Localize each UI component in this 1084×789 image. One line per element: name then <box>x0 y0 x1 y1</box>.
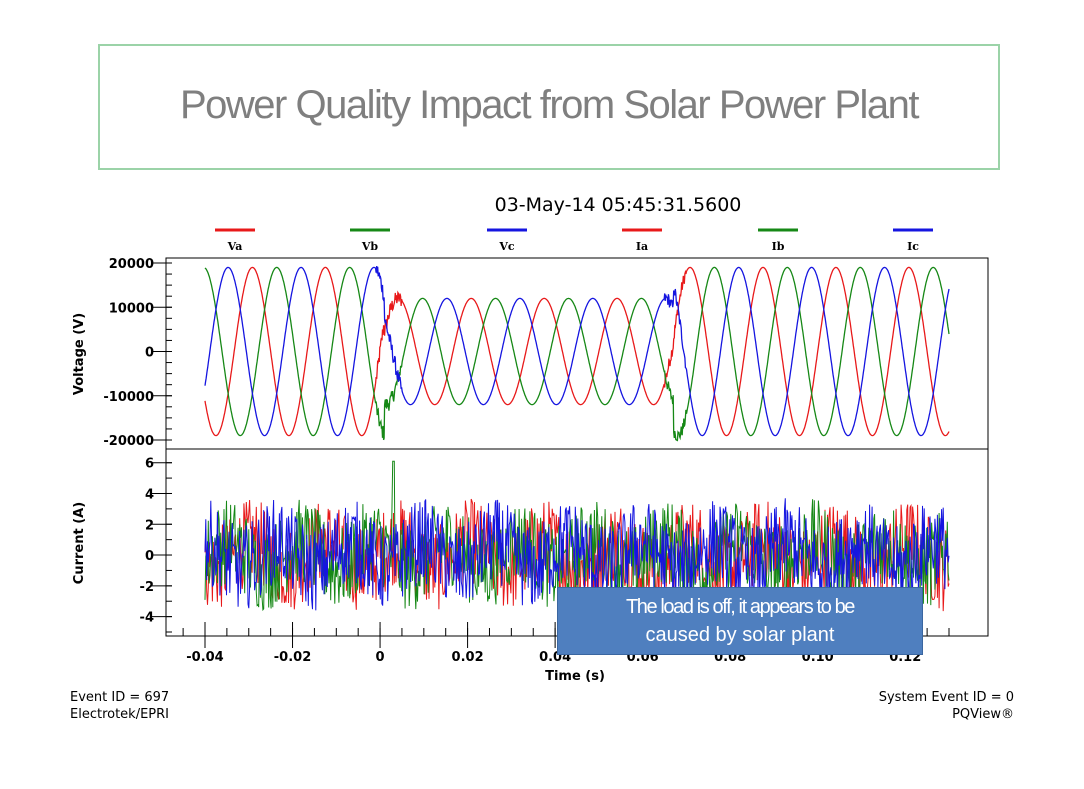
annotation-line-2: caused by solar plant <box>645 624 835 646</box>
voltage-series-group <box>204 265 950 442</box>
series-line-va <box>204 266 950 437</box>
title-box: Power Quality Impact from Solar Power Pl… <box>98 44 1000 170</box>
series-line-ib <box>204 460 950 612</box>
voltage-tick-label: -10000 <box>103 390 154 405</box>
legend-label-vb: Vb <box>361 240 379 253</box>
voltage-tick-label: 20000 <box>109 257 154 272</box>
annotation-line-1: The load is off, it appears to be <box>625 596 855 618</box>
annotation-callout: The load is off, it appears to be caused… <box>557 587 923 655</box>
x-tick-label: 0.02 <box>452 650 484 665</box>
legend-label-ia: Ia <box>636 240 648 253</box>
current-tick-label: 6 <box>145 457 154 472</box>
legend: Va Vb Vc Ia Ib Ic <box>215 228 933 253</box>
slide-title: Power Quality Impact from Solar Power Pl… <box>179 82 920 127</box>
product-label: PQView® <box>952 707 1014 722</box>
series-line-ic <box>204 498 950 612</box>
current-series-group <box>204 460 950 612</box>
series-line-vb <box>204 266 950 442</box>
x-axis-label: Time (s) <box>545 669 605 684</box>
legend-label-va: Va <box>227 240 243 253</box>
voltage-y-label: Voltage (V) <box>72 313 87 395</box>
chart-title: 03-May-14 05:45:31.5600 <box>495 194 742 216</box>
system-event-id: System Event ID = 0 <box>878 690 1014 705</box>
x-tick-label: -0.04 <box>186 650 223 665</box>
legend-label-vc: Vc <box>498 240 515 253</box>
current-axis: 6 4 2 0 -2 -4 <box>140 457 172 633</box>
current-tick-label: -2 <box>140 580 154 595</box>
source-label: Electrotek/EPRI <box>70 707 170 722</box>
x-tick-label: -0.02 <box>274 650 311 665</box>
current-tick-label: 2 <box>145 518 154 533</box>
voltage-axis: 20000 10000 0 -10000 -20000 <box>103 257 172 449</box>
legend-label-ic: Ic <box>907 240 919 253</box>
voltage-tick-label: 10000 <box>109 301 154 316</box>
current-tick-label: -4 <box>140 611 154 626</box>
legend-label-ib: Ib <box>772 240 785 253</box>
x-tick-label: 0 <box>376 650 385 665</box>
voltage-tick-label: -20000 <box>103 434 154 449</box>
event-id: Event ID = 697 <box>70 690 170 705</box>
current-tick-label: 0 <box>145 549 154 564</box>
series-line-vc <box>204 265 950 437</box>
voltage-tick-label: 0 <box>145 346 154 361</box>
current-tick-label: 4 <box>145 487 154 502</box>
current-y-label: Current (A) <box>72 502 87 584</box>
